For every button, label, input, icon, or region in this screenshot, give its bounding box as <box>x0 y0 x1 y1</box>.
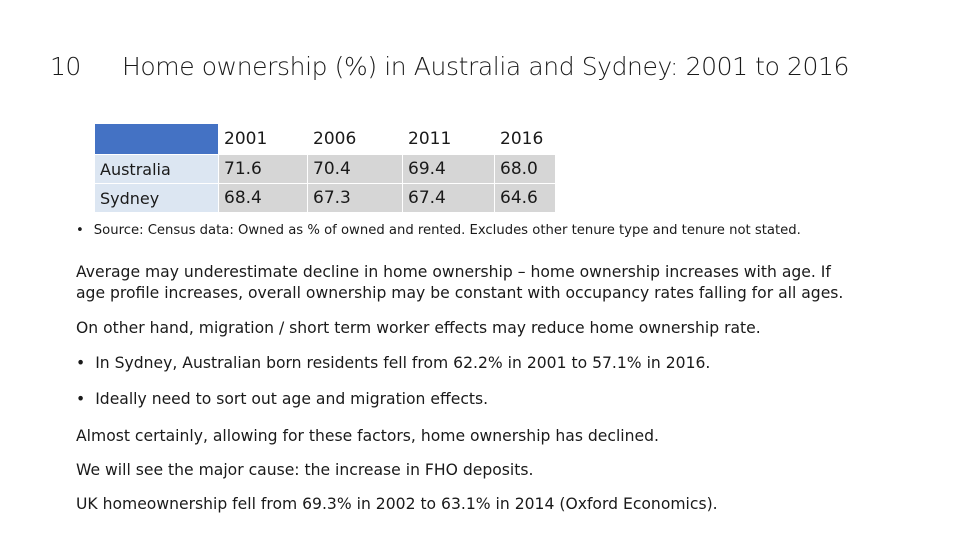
column-header-2011: 2011 <box>402 123 495 155</box>
bullet-text: Ideally need to sort out age and migrati… <box>95 390 489 408</box>
table-header-row: 2001 2006 2011 2016 <box>94 123 556 155</box>
bullet-icon: • <box>76 223 84 238</box>
column-header-2006: 2006 <box>307 123 403 155</box>
table-cell: 64.6 <box>494 183 556 213</box>
table-row: Sydney 68.4 67.3 67.4 64.6 <box>94 183 556 213</box>
table-cell: 67.4 <box>402 183 495 213</box>
paragraph-fho-deposits: We will see the major cause: the increas… <box>76 461 534 479</box>
table-cell: 69.4 <box>402 154 495 184</box>
row-label-australia: Australia <box>94 154 219 184</box>
column-header-2016: 2016 <box>494 123 556 155</box>
bullet-sydney-born: • In Sydney, Australian born residents fe… <box>76 353 936 374</box>
paragraph-age-effect: Average may underestimate decline in hom… <box>76 262 936 304</box>
bullet-text: In Sydney, Australian born residents fel… <box>95 354 711 372</box>
paragraph-uk: UK homeownership fell from 69.3% in 2002… <box>76 495 718 513</box>
row-label-sydney: Sydney <box>94 183 219 213</box>
paragraph-line: age profile increases, overall ownership… <box>76 284 844 302</box>
paragraph-migration: On other hand, migration / short term wo… <box>76 319 761 337</box>
paragraph-declined: Almost certainly, allowing for these fac… <box>76 427 659 445</box>
source-note-text: Source: Census data: Owned as % of owned… <box>93 223 801 238</box>
home-ownership-table: 2001 2006 2011 2016 Australia 71.6 70.4 … <box>94 123 556 213</box>
paragraph-line: Average may underestimate decline in hom… <box>76 263 831 281</box>
column-header-2001: 2001 <box>218 123 308 155</box>
table-cell: 68.4 <box>218 183 308 213</box>
table-corner-cell <box>94 123 219 155</box>
bullet-icon: • <box>76 390 86 408</box>
table-row: Australia 71.6 70.4 69.4 68.0 <box>94 154 556 184</box>
bullet-icon: • <box>76 354 86 372</box>
table-cell: 68.0 <box>494 154 556 184</box>
bullet-age-migration: • Ideally need to sort out age and migrat… <box>76 389 936 410</box>
table-cell: 71.6 <box>218 154 308 184</box>
slide-title: Home ownership (%) in Australia and Sydn… <box>122 52 850 81</box>
source-note: • Source: Census data: Owned as % of owne… <box>76 223 801 238</box>
table-cell: 70.4 <box>307 154 403 184</box>
table-cell: 67.3 <box>307 183 403 213</box>
slide-number: 10 <box>50 52 81 81</box>
